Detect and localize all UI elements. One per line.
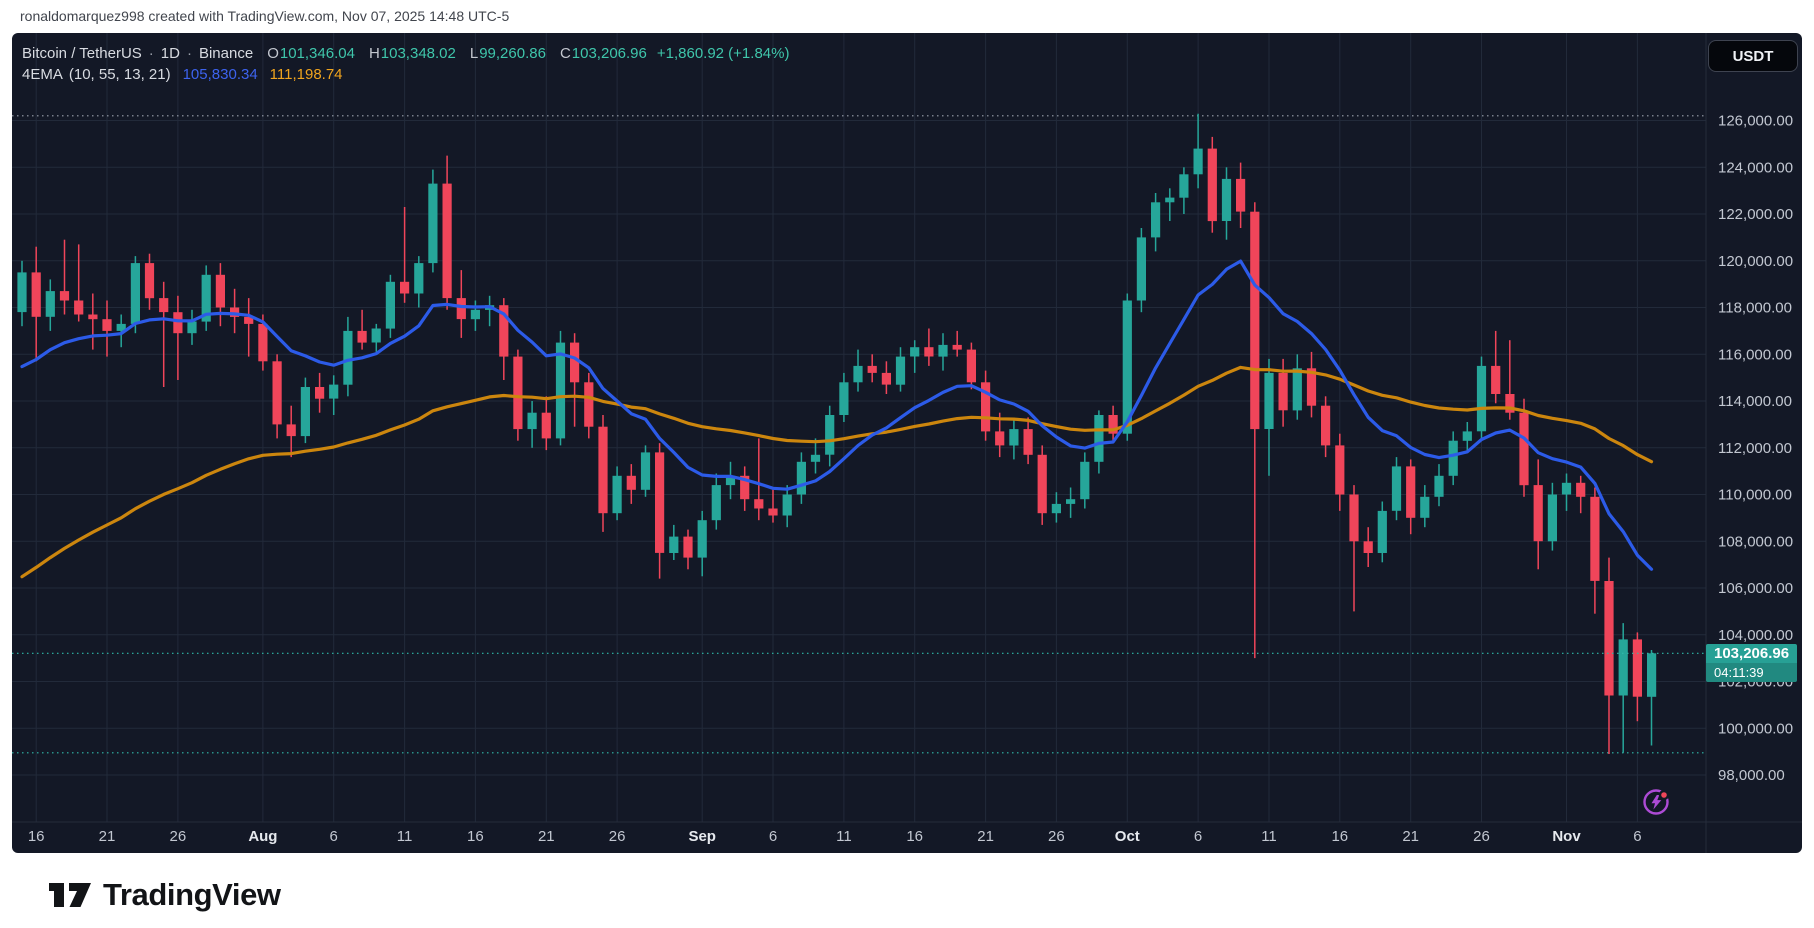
svg-text:Sep: Sep	[688, 828, 716, 845]
candlestick-chart[interactable]: 98,000.00100,000.00102,000.00104,000.001…	[12, 33, 1802, 853]
low-label: L	[469, 45, 479, 62]
svg-text:6: 6	[1194, 828, 1202, 845]
svg-text:Oct: Oct	[1115, 828, 1140, 845]
symbol-title[interactable]: Bitcoin / TetherUS	[22, 45, 142, 62]
svg-text:16: 16	[906, 828, 923, 845]
legend-indicator-row: 4EMA (10, 55, 13, 21) 105,830.34 111,198…	[22, 64, 789, 85]
currency-toggle-button[interactable]: USDT	[1708, 40, 1798, 72]
svg-text:11: 11	[836, 828, 852, 845]
svg-text:106,000.00: 106,000.00	[1718, 580, 1793, 597]
svg-text:124,000.00: 124,000.00	[1718, 159, 1793, 176]
svg-text:26: 26	[609, 828, 626, 845]
tradingview-mark-icon	[49, 883, 91, 907]
svg-text:100,000.00: 100,000.00	[1718, 720, 1793, 737]
attribution-text: ronaldomarquez998 created with TradingVi…	[20, 8, 510, 24]
svg-text:110,000.00: 110,000.00	[1718, 487, 1792, 504]
high-value: 103,348.02	[380, 45, 456, 62]
change-value: +1,860.92 (+1.84%)	[656, 45, 790, 62]
open-value: 101,346.04	[279, 45, 355, 62]
svg-text:21: 21	[1402, 828, 1419, 845]
tradingview-logo[interactable]: TradingView	[47, 876, 281, 914]
svg-text:21: 21	[538, 828, 555, 845]
open-label: O	[267, 45, 279, 62]
svg-text:16: 16	[467, 828, 484, 845]
svg-text:112,000.00: 112,000.00	[1718, 440, 1792, 457]
separator-dot: ·	[148, 45, 154, 62]
svg-text:26: 26	[170, 828, 187, 845]
indicator-value-fast: 105,830.34	[182, 66, 258, 83]
high-label: H	[368, 45, 380, 62]
svg-text:122,000.00: 122,000.00	[1718, 206, 1793, 223]
svg-text:108,000.00: 108,000.00	[1718, 533, 1793, 550]
low-value: 99,260.86	[479, 45, 546, 62]
svg-text:104,000.00: 104,000.00	[1718, 627, 1793, 644]
lightning-bolt-icon	[1651, 795, 1662, 810]
indicator-value-slow: 111,198.74	[269, 66, 343, 83]
indicator-params: (10, 55, 13, 21)	[68, 66, 171, 83]
svg-text:6: 6	[330, 828, 338, 845]
svg-text:16: 16	[1331, 828, 1348, 845]
last-price-value: 103,206.96	[1714, 644, 1790, 662]
svg-text:11: 11	[1261, 828, 1277, 845]
close-label: C	[559, 45, 571, 62]
legend-symbol-row: Bitcoin / TetherUS · 1D · Binance O 101,…	[22, 43, 789, 64]
svg-text:98,000.00: 98,000.00	[1718, 767, 1785, 784]
svg-text:Aug: Aug	[248, 828, 277, 845]
svg-text:16: 16	[28, 828, 45, 845]
svg-text:21: 21	[99, 828, 116, 845]
svg-text:118,000.00: 118,000.00	[1718, 300, 1792, 317]
svg-text:11: 11	[397, 828, 413, 845]
svg-text:6: 6	[1633, 828, 1641, 845]
svg-text:21: 21	[977, 828, 994, 845]
interval-label[interactable]: 1D	[160, 45, 180, 62]
tradingview-wordmark: TradingView	[103, 877, 281, 912]
close-value: 103,206.96	[571, 45, 647, 62]
boost-circle-icon	[1643, 789, 1669, 815]
svg-text:120,000.00: 120,000.00	[1718, 253, 1793, 270]
bar-countdown: 04:11:39	[1706, 662, 1797, 682]
svg-text:116,000.00: 116,000.00	[1718, 346, 1792, 363]
svg-text:Nov: Nov	[1552, 828, 1581, 845]
svg-text:126,000.00: 126,000.00	[1718, 113, 1793, 130]
last-price-tag: 103,206.96 04:11:39	[1706, 643, 1797, 682]
svg-text:26: 26	[1473, 828, 1490, 845]
chart-panel: 98,000.00 100,000.00 102,000.00 104,000.00 1…	[12, 33, 1802, 853]
footer-bar: TradingView	[0, 853, 1814, 928]
chart-legend: Bitcoin / TetherUS · 1D · Binance O 101,…	[22, 43, 789, 85]
separator-dot: ·	[186, 45, 192, 62]
attribution-bar: ronaldomarquez998 created with TradingVi…	[0, 0, 1814, 33]
boost-icon[interactable]	[1640, 784, 1674, 818]
svg-text:6: 6	[769, 828, 777, 845]
indicator-name[interactable]: 4EMA	[22, 66, 63, 83]
notification-dot-icon	[1658, 789, 1670, 801]
svg-text:26: 26	[1048, 828, 1065, 845]
exchange-label: Binance	[198, 45, 254, 62]
svg-text:114,000.00: 114,000.00	[1718, 393, 1792, 410]
